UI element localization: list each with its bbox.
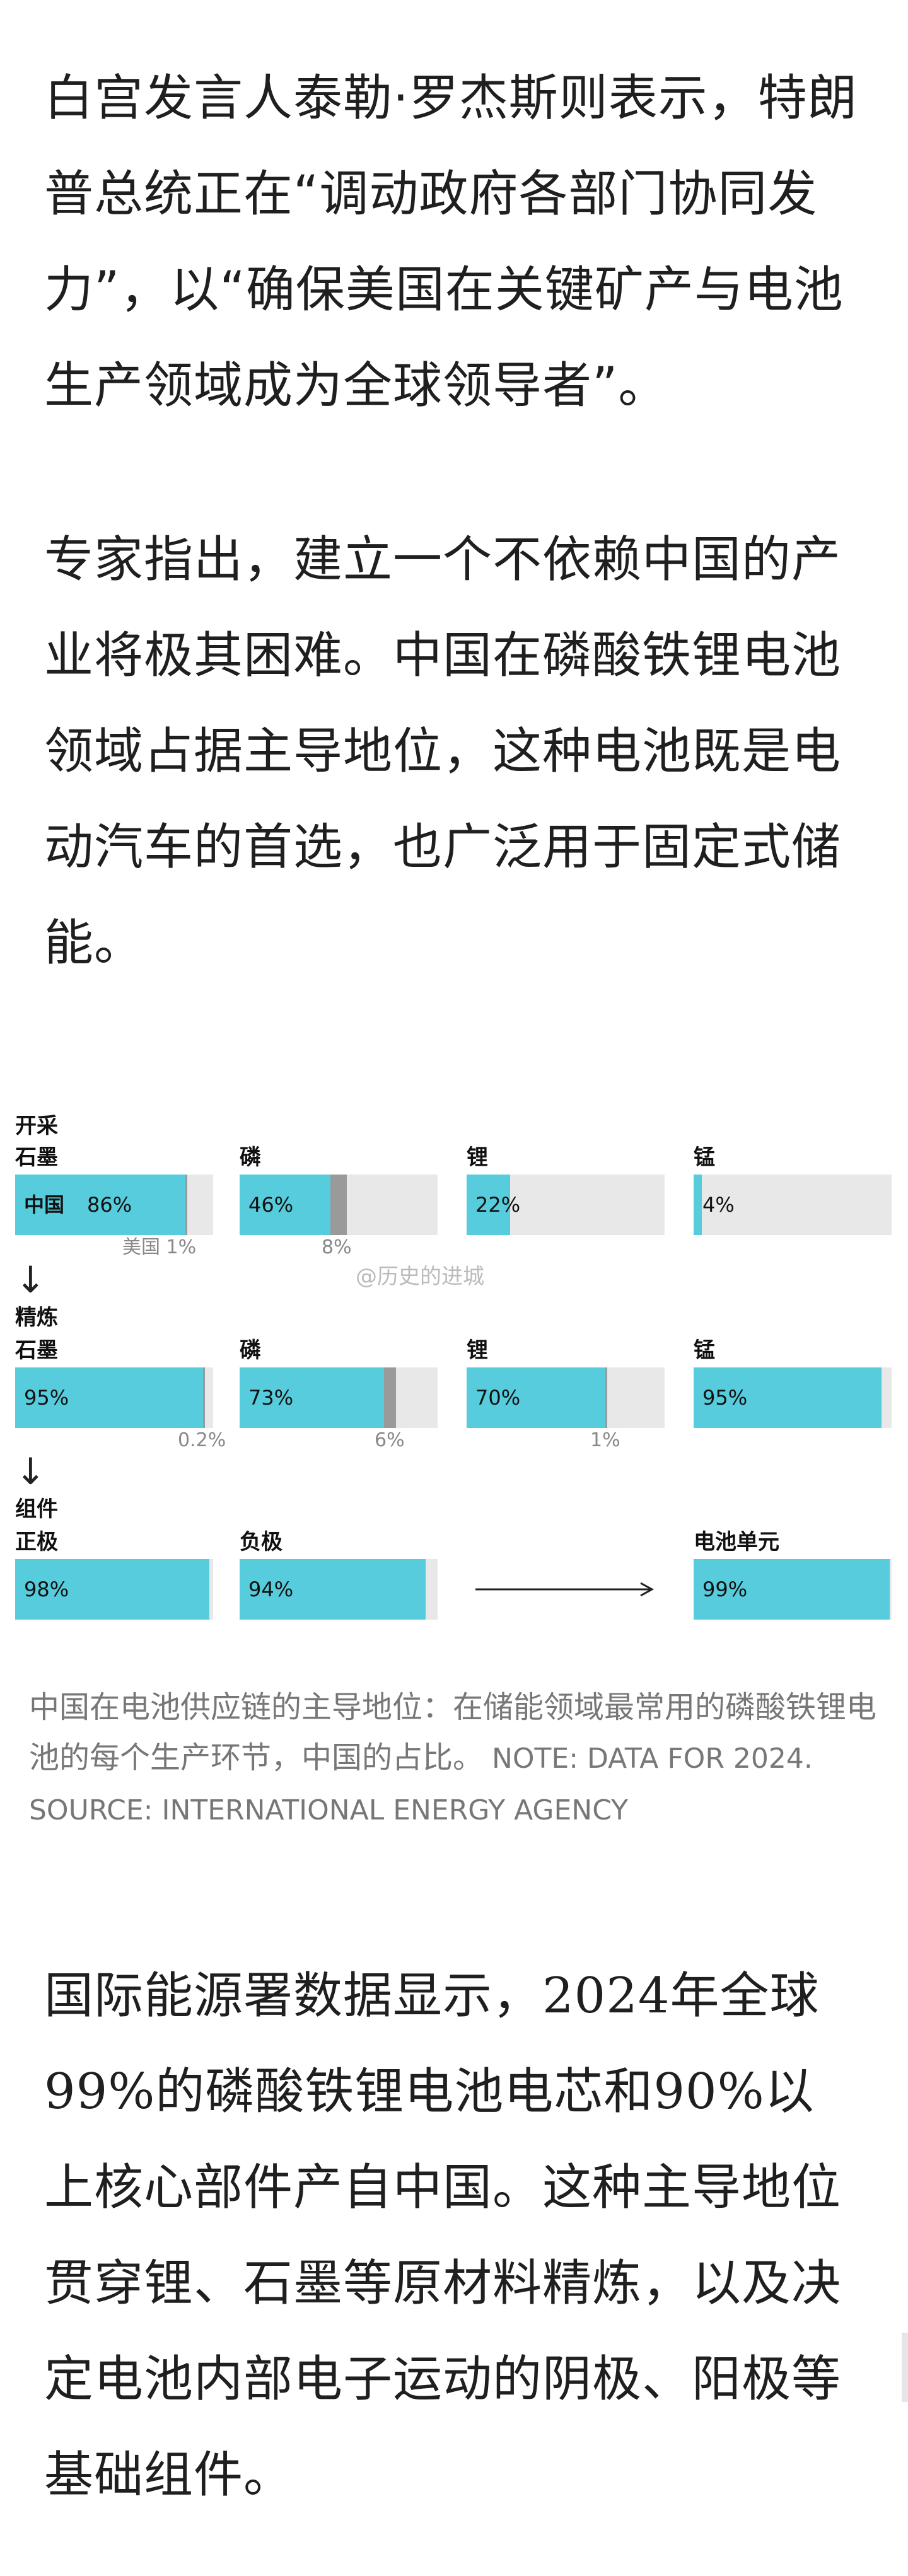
down-arrow-icon: ↓	[15, 1258, 46, 1301]
chart-caption: 中国在电池供应链的主导地位：在储能领域最常用的磷酸铁锂电池的每个生产环节，中国的…	[29, 1682, 899, 1836]
bar-fill-china	[240, 1559, 426, 1620]
us-share-label: 6%	[375, 1429, 405, 1451]
article-paragraph-2: 专家指出，建立一个不依赖中国的产业将极其困难。中国在磷酸铁锂电池领域占据主导地位…	[44, 531, 842, 972]
bar-graphite-refining: 95%	[15, 1367, 213, 1428]
supply-chain-chart: 开采 石墨 磷 锂 锰 中国 86% 46% 22% 4% 美国 1% 8% @历…	[15, 1113, 898, 1680]
bar-value-label: 70%	[475, 1386, 521, 1410]
bar-manganese-refining: 95%	[694, 1367, 892, 1428]
column-label: 锂	[467, 1338, 488, 1363]
bar-fill-china	[467, 1175, 511, 1235]
bar-battery-cell: 99%	[694, 1559, 892, 1620]
down-arrow-icon: ↓	[15, 1450, 46, 1493]
bar-value-label: 95%	[24, 1386, 69, 1410]
bar-fill-us	[185, 1175, 188, 1235]
bar-value-label: 46%	[248, 1193, 294, 1217]
article-paragraph-3: 国际能源署数据显示，2024年全球99%的磷酸铁锂电池电芯和90%以上核心部件产…	[44, 1968, 842, 2503]
bar-value-label: 99%	[702, 1577, 748, 1601]
bar-fill-china	[15, 1559, 209, 1620]
bar-fill-china	[694, 1367, 882, 1428]
bar-value-label: 98%	[24, 1577, 69, 1601]
column-label: 石墨	[15, 1338, 58, 1363]
right-arrow-icon	[475, 1582, 655, 1597]
bar-fill-china	[15, 1367, 204, 1428]
bar-value-label: 73%	[248, 1386, 294, 1410]
bar-phosphorus-mining: 46%	[240, 1175, 438, 1235]
bar-fill-us	[330, 1175, 347, 1235]
bar-value-label: 95%	[702, 1386, 748, 1410]
stage-title-mining: 开采	[15, 1113, 58, 1139]
bar-value-label: 中国 86%	[24, 1193, 132, 1217]
column-label: 石墨	[15, 1145, 58, 1170]
bar-fill-china	[694, 1175, 702, 1235]
bar-graphite-mining: 中国 86%	[15, 1175, 213, 1235]
us-share-label: 8%	[322, 1236, 352, 1258]
scroll-edge-handle	[902, 2333, 908, 2402]
bar-fill-us	[605, 1367, 607, 1428]
column-label: 磷	[240, 1338, 261, 1363]
article-paragraph-1: 白宫发言人泰勒·罗杰斯则表示，特朗普总统正在“调动政府各部门协同发力”，以“确保…	[44, 70, 858, 414]
bar-fill-china	[240, 1367, 385, 1428]
column-label: 锰	[694, 1338, 715, 1363]
us-share-label: 0.2%	[178, 1429, 226, 1451]
column-label: 负极	[240, 1529, 282, 1555]
watermark: @历史的进城	[356, 1264, 484, 1289]
us-share-label: 美国 1%	[122, 1236, 197, 1258]
stage-title-refining: 精炼	[15, 1305, 58, 1330]
bar-lithium-mining: 22%	[467, 1175, 665, 1235]
column-label: 电池单元	[694, 1529, 779, 1555]
bar-cathode: 98%	[15, 1559, 213, 1620]
column-label: 锂	[467, 1145, 488, 1170]
bar-value-label: 94%	[248, 1577, 294, 1601]
bar-lithium-refining: 70%	[467, 1367, 665, 1428]
bar-anode: 94%	[240, 1559, 438, 1620]
bar-phosphorus-refining: 73%	[240, 1367, 438, 1428]
caption-note: NOTE: DATA FOR 2024. SOURCE: INTERNATION…	[29, 1743, 813, 1826]
column-label: 正极	[15, 1529, 58, 1555]
bar-value-label: 22%	[475, 1193, 521, 1217]
bar-fill-china	[15, 1175, 186, 1235]
bar-fill-us	[203, 1367, 205, 1428]
bar-value-label: 4%	[702, 1193, 735, 1217]
bar-fill-us	[384, 1367, 397, 1428]
bar-fill-china	[467, 1367, 605, 1428]
bar-fill-china	[240, 1175, 331, 1235]
stage-title-components: 组件	[15, 1497, 58, 1522]
bar-manganese-mining: 4%	[694, 1175, 892, 1235]
caption-text: 中国在电池供应链的主导地位：在储能领域最常用的磷酸铁锂电池的每个生产环节，中国的…	[29, 1690, 877, 1775]
us-share-label: 1%	[590, 1429, 620, 1451]
column-label: 锰	[694, 1145, 715, 1170]
column-label: 磷	[240, 1145, 261, 1170]
bar-fill-china	[694, 1559, 890, 1620]
